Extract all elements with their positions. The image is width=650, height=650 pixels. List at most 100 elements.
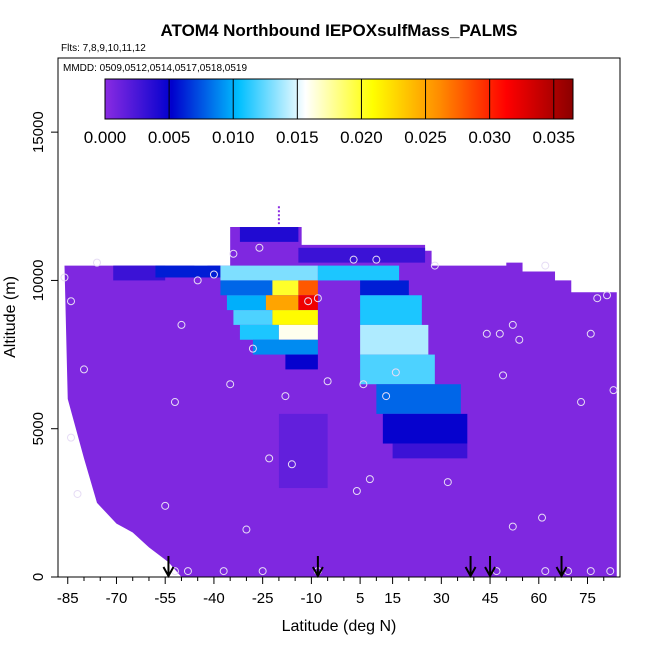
- observation-point: [508, 320, 517, 329]
- observation-point: [255, 243, 264, 252]
- colorbar: 0.000 0.005 0.010 0.015 0.020 0.025 0.030 0.035: [84, 78, 575, 147]
- y-tick-label: 15000: [30, 111, 47, 153]
- observation-point: [287, 460, 296, 469]
- flight-marker-arrowhead: [484, 566, 496, 579]
- x-tick-label: -40: [203, 590, 225, 607]
- heatmap-cell: [376, 384, 461, 414]
- observation-point: [229, 249, 238, 258]
- observation-point: [60, 273, 69, 282]
- heatmap-background: [64, 227, 617, 577]
- colorbar-gradient: [105, 79, 573, 119]
- plot-frame: [57, 57, 621, 578]
- heatmap-cell: [360, 295, 422, 325]
- observation-point: [258, 567, 267, 576]
- observation-point: [349, 255, 358, 264]
- y-tick-label: 5000: [30, 412, 47, 445]
- observation-point: [193, 276, 202, 285]
- heatmap-cell: [360, 280, 409, 296]
- observation-point: [609, 386, 618, 395]
- heatmap-cell: [252, 339, 318, 355]
- colorbar-frame: [104, 78, 574, 120]
- heatmap-cell: [278, 413, 328, 489]
- colorbar-tick-label: 0.005: [148, 128, 191, 147]
- y-tick-label: 10000: [30, 260, 47, 302]
- observation-point: [538, 513, 547, 522]
- observation-point: [359, 380, 368, 389]
- observation-point: [313, 294, 322, 303]
- observation-point: [219, 567, 228, 576]
- x-tick-label: 45: [482, 590, 499, 607]
- colorbar-tick-label: 0.035: [532, 128, 575, 147]
- observation-point: [443, 478, 452, 487]
- observation-point: [73, 489, 82, 498]
- x-tick-label: 30: [433, 590, 450, 607]
- observation-point: [515, 335, 524, 344]
- observation-point: [161, 501, 170, 510]
- observation-point: [508, 522, 517, 531]
- flights-subtitle: Flts: 7,8,9,10,11,12: [61, 43, 146, 54]
- observation-point: [281, 392, 290, 401]
- heatmap-cell: [113, 265, 166, 281]
- colorbar-tick-label: 0.020: [340, 128, 383, 147]
- observation-points: [60, 243, 618, 576]
- observation-point: [352, 486, 361, 495]
- observation-point: [372, 255, 381, 264]
- observation-point: [79, 365, 88, 374]
- y-tick-label: 0: [30, 573, 47, 581]
- chart-title: ATOM4 Northbound IEPOXsulfMass_PALMS: [160, 21, 517, 40]
- observation-point: [209, 270, 218, 279]
- colorbar-tick-label: 0.015: [276, 128, 319, 147]
- heatmap-cell: [272, 280, 299, 296]
- flight-marker-arrowhead: [162, 566, 175, 579]
- observation-point: [183, 567, 192, 576]
- x-tick-label: 75: [579, 590, 596, 607]
- heatmap-cell: [298, 280, 318, 296]
- x-tick-label: -25: [252, 590, 274, 607]
- observation-point: [586, 567, 595, 576]
- x-tick-label: -10: [301, 590, 323, 607]
- heatmap-cell: [392, 443, 468, 459]
- x-tick-label: -70: [106, 590, 128, 607]
- observation-point: [265, 454, 274, 463]
- observation-point: [66, 433, 75, 442]
- y-axis-label: Altitude (m): [2, 276, 19, 358]
- x-axis: -85 -70 -55 -40 -25 -10 5 15 30 45 60 75: [57, 577, 605, 607]
- observation-point: [365, 475, 374, 484]
- heatmap-cell: [272, 310, 318, 325]
- observation-point: [603, 291, 612, 300]
- colorbar-tick-label: 0.010: [212, 128, 255, 147]
- observation-point: [248, 344, 257, 353]
- colorbar-ticks: 0.000 0.005 0.010 0.015 0.020 0.025 0.030 0.035: [84, 79, 575, 147]
- x-tick-label: -55: [154, 590, 176, 607]
- observation-point: [304, 297, 313, 306]
- colorbar-tick-label: 0.030: [468, 128, 511, 147]
- heatmap-cell: [155, 265, 221, 278]
- observation-point: [495, 329, 504, 338]
- observation-point: [323, 377, 332, 386]
- observation-point: [242, 525, 251, 534]
- x-tick-label: 15: [384, 590, 401, 607]
- observation-point: [541, 567, 550, 576]
- heatmap: [64, 206, 617, 577]
- observation-point: [430, 261, 439, 270]
- heatmap-cell: [220, 265, 318, 281]
- heatmap-cell: [220, 280, 273, 296]
- heatmap-cell: [265, 295, 299, 311]
- dates-subtitle: MMDD: 0509,0512,0514,0517,0518,0519: [63, 63, 247, 74]
- observation-point: [66, 297, 75, 306]
- heatmap-cell: [298, 247, 426, 263]
- x-tick-label: 5: [356, 590, 364, 607]
- flight-marker-arrowhead: [312, 566, 324, 579]
- observation-point: [541, 261, 550, 270]
- heatmap-cell: [317, 265, 400, 281]
- heatmap-cell: [233, 310, 273, 325]
- flight-markers: [162, 556, 568, 579]
- x-tick-label: 60: [530, 590, 547, 607]
- observation-point: [593, 294, 602, 303]
- x-axis-label: Latitude (deg N): [282, 618, 397, 635]
- flight-marker-arrowhead: [464, 566, 477, 579]
- observation-point: [170, 398, 179, 407]
- y-axis: 0 5000 10000 15000: [30, 111, 58, 581]
- observation-point: [382, 392, 391, 401]
